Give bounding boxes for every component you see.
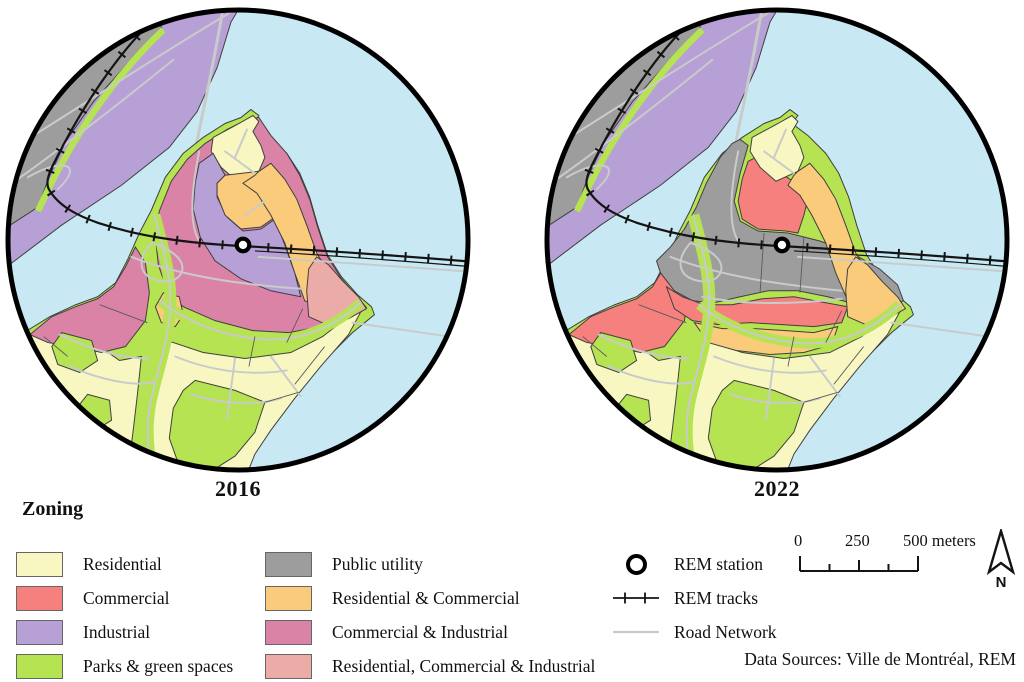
legend-item-industrial: Industrial [16, 615, 233, 649]
legend-title: Zoning [22, 498, 84, 520]
north-label: N [995, 574, 1007, 591]
park-west-1 [590, 332, 638, 373]
legend-item-rem-station: REM station [612, 547, 777, 581]
green-shore-strip [573, 27, 705, 213]
road-network-icon [612, 625, 660, 639]
rem-station-marker [773, 236, 791, 254]
swatch-residential [16, 551, 63, 577]
north-arrow-icon [986, 526, 1016, 576]
swatch-res-comm [265, 585, 312, 611]
rem-station-marker [234, 236, 252, 254]
rem-tracks [582, 16, 1008, 268]
legend-symbols: REM station REM tracks Road Network [612, 547, 777, 649]
scale-bar-labels: 0 250 500 meters [793, 531, 993, 553]
scale-label-0: 0 [794, 531, 803, 550]
scale-bar: 0 250 500 meters [793, 531, 993, 581]
legend-column-2: Public utility Residential & Commercial … [265, 547, 595, 682]
park-west-1 [51, 332, 99, 373]
legend-label: Residential [83, 553, 162, 574]
data-sources-credit: Data Sources: Ville de Montréal, REM [744, 649, 1016, 669]
legend-label: Commercial & Industrial [332, 621, 508, 642]
map-2016 [4, 6, 472, 474]
legend-item-residential: Residential [16, 547, 233, 581]
legend-item-rem-tracks: REM tracks [612, 581, 777, 615]
map-title-2022: 2022 [754, 476, 800, 501]
legend-label: Residential, Commercial & Industrial [332, 655, 596, 676]
map-circle-border [5, 7, 471, 473]
legend-label: Industrial [83, 621, 151, 642]
north-arrow: N [982, 526, 1020, 591]
legend-label: Public utility [332, 553, 423, 574]
legend-item-public-utility: Public utility [265, 547, 595, 581]
swatch-commercial [16, 585, 63, 611]
map-title-2016: 2016 [215, 476, 261, 501]
scale-label-250: 250 [845, 531, 870, 550]
rem-tracks [43, 16, 469, 268]
scale-label-500: 500 meters [903, 531, 976, 550]
rem-tracks-icon [612, 591, 660, 605]
legend-item-comm-ind: Commercial & Industrial [265, 615, 595, 649]
map-2022 [543, 6, 1011, 474]
legend-item-parks: Parks & green spaces [16, 649, 233, 682]
parcel-lines [43, 304, 325, 403]
map-2022-canvas [544, 7, 1010, 473]
legend-item-res-comm: Residential & Commercial [265, 581, 595, 615]
roads-inner [597, 128, 1008, 471]
map-circle-border [544, 7, 1010, 473]
legend-item-res-comm-ind: Residential, Commercial & Industrial [265, 649, 595, 682]
legend-label: REM station [674, 553, 763, 574]
legend-label: Commercial [83, 587, 170, 608]
legend-label: Road Network [674, 621, 777, 642]
map-2016-canvas [5, 7, 471, 473]
swatch-res-comm-ind [265, 653, 312, 679]
swatch-comm-ind [265, 619, 312, 645]
scale-bar-rule [799, 556, 919, 572]
rem-station-icon [612, 553, 660, 575]
swatch-parks [16, 653, 63, 679]
swatch-public-utility [265, 551, 312, 577]
legend-column-1: Residential Commercial Industrial Parks … [16, 547, 233, 682]
legend-label: Parks & green spaces [83, 655, 234, 676]
bridge-road [733, 9, 765, 147]
legend-label: Residential & Commercial [332, 587, 520, 608]
green-shore-strip [34, 27, 166, 213]
legend-item-road-network: Road Network [612, 615, 777, 649]
swatch-industrial [16, 619, 63, 645]
legend-item-commercial: Commercial [16, 581, 233, 615]
legend-label: REM tracks [674, 587, 759, 608]
